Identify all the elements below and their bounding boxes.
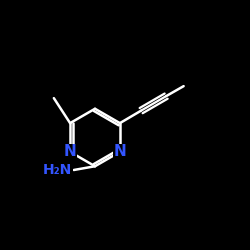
Text: H₂N: H₂N — [43, 163, 72, 177]
Text: N: N — [64, 144, 76, 160]
Text: N: N — [114, 144, 126, 160]
